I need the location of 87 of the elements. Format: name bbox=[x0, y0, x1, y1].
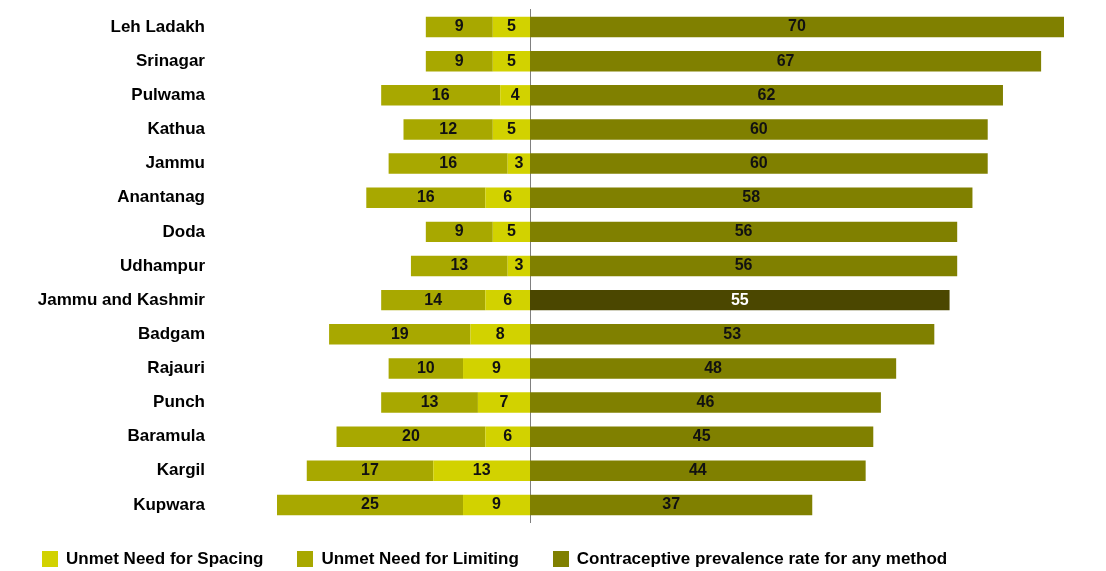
data-label: 17 bbox=[361, 461, 380, 479]
data-label: 53 bbox=[723, 324, 742, 342]
data-label: 58 bbox=[742, 188, 761, 206]
y-tick-label: Jammu bbox=[145, 153, 205, 173]
data-label: 46 bbox=[696, 392, 715, 410]
bar bbox=[388, 358, 464, 379]
data-label: 6 bbox=[503, 188, 513, 206]
y-tick-label: Rajauri bbox=[147, 358, 205, 378]
bar bbox=[433, 460, 530, 482]
data-label: 5 bbox=[506, 17, 516, 35]
y-tick-label: Kargil bbox=[156, 460, 205, 480]
data-label: 60 bbox=[749, 154, 768, 172]
bar bbox=[485, 426, 530, 447]
data-label: 13 bbox=[472, 461, 491, 479]
data-label: 20 bbox=[402, 427, 420, 445]
data-label: 67 bbox=[776, 51, 795, 69]
legend-label: Unmet Need for Limiting bbox=[321, 549, 519, 569]
data-label: 56 bbox=[734, 222, 753, 240]
data-label: 5 bbox=[506, 119, 516, 137]
data-label: 12 bbox=[439, 119, 458, 137]
bar bbox=[277, 494, 464, 516]
legend-label: Contraceptive prevalence rate for any method bbox=[576, 549, 948, 569]
data-label: 70 bbox=[788, 17, 806, 35]
bar bbox=[470, 324, 530, 345]
y-tick-label: Srinagar bbox=[136, 50, 206, 70]
data-label: 8 bbox=[495, 324, 505, 342]
bar bbox=[388, 153, 508, 174]
y-tick-label: Baramula bbox=[127, 426, 206, 446]
bar bbox=[425, 221, 493, 243]
data-label: 16 bbox=[439, 154, 458, 172]
data-label: 44 bbox=[688, 461, 707, 479]
data-label: 6 bbox=[503, 290, 513, 308]
data-label: 3 bbox=[514, 256, 524, 274]
data-label: 13 bbox=[420, 392, 439, 410]
bar bbox=[425, 16, 493, 38]
y-tick-label: Jammu and Kashmir bbox=[37, 289, 206, 309]
data-label: 13 bbox=[450, 256, 469, 274]
bar bbox=[463, 494, 530, 516]
y-tick-label: Anantanag bbox=[117, 187, 205, 207]
legend-label: Unmet Need for Spacing bbox=[66, 549, 264, 569]
bar bbox=[381, 392, 478, 413]
data-label: 6 bbox=[503, 427, 513, 445]
data-label: 48 bbox=[704, 358, 723, 376]
data-label: 5 bbox=[506, 222, 516, 240]
data-label: 9 bbox=[492, 495, 502, 513]
bar bbox=[477, 392, 530, 413]
bar bbox=[381, 85, 501, 106]
data-label: 45 bbox=[692, 427, 711, 445]
data-label: 16 bbox=[416, 188, 435, 206]
bar bbox=[403, 119, 493, 140]
bar bbox=[381, 289, 486, 311]
data-label: 9 bbox=[454, 222, 464, 240]
y-tick-label: Kupwara bbox=[133, 494, 206, 514]
bar bbox=[410, 255, 508, 277]
data-label: 9 bbox=[454, 17, 464, 35]
data-label: 5 bbox=[506, 51, 516, 69]
data-label: 16 bbox=[431, 85, 450, 103]
bar bbox=[306, 460, 434, 482]
data-label: 9 bbox=[492, 358, 502, 376]
data-label: 3 bbox=[514, 154, 524, 172]
data-label: 62 bbox=[757, 85, 776, 103]
data-label: 14 bbox=[424, 290, 443, 308]
y-tick-label: Badgam bbox=[137, 323, 205, 343]
data-label: 37 bbox=[662, 495, 681, 513]
data-label: 19 bbox=[390, 324, 409, 342]
bar bbox=[336, 426, 486, 447]
data-label: 56 bbox=[734, 256, 753, 274]
y-tick-label: Udhampur bbox=[120, 255, 206, 275]
bar bbox=[500, 85, 530, 106]
data-label: 10 bbox=[416, 358, 435, 376]
y-tick-label: Kathua bbox=[147, 119, 206, 139]
data-label: 25 bbox=[361, 495, 380, 513]
data-label: 60 bbox=[749, 119, 768, 137]
bar bbox=[366, 187, 486, 208]
y-tick-label: Leh Ladakh bbox=[110, 16, 205, 36]
data-label: 9 bbox=[454, 51, 464, 69]
bar bbox=[425, 50, 493, 72]
y-tick-label: Pulwama bbox=[131, 85, 206, 105]
bar bbox=[492, 119, 530, 140]
bar bbox=[485, 187, 530, 208]
data-label: 4 bbox=[510, 85, 520, 103]
bar bbox=[463, 358, 530, 379]
data-label: 55 bbox=[730, 290, 749, 308]
data-label: 7 bbox=[499, 392, 509, 410]
y-tick-label: Punch bbox=[153, 392, 205, 412]
y-tick-label: Doda bbox=[162, 221, 206, 241]
bar bbox=[329, 324, 471, 345]
